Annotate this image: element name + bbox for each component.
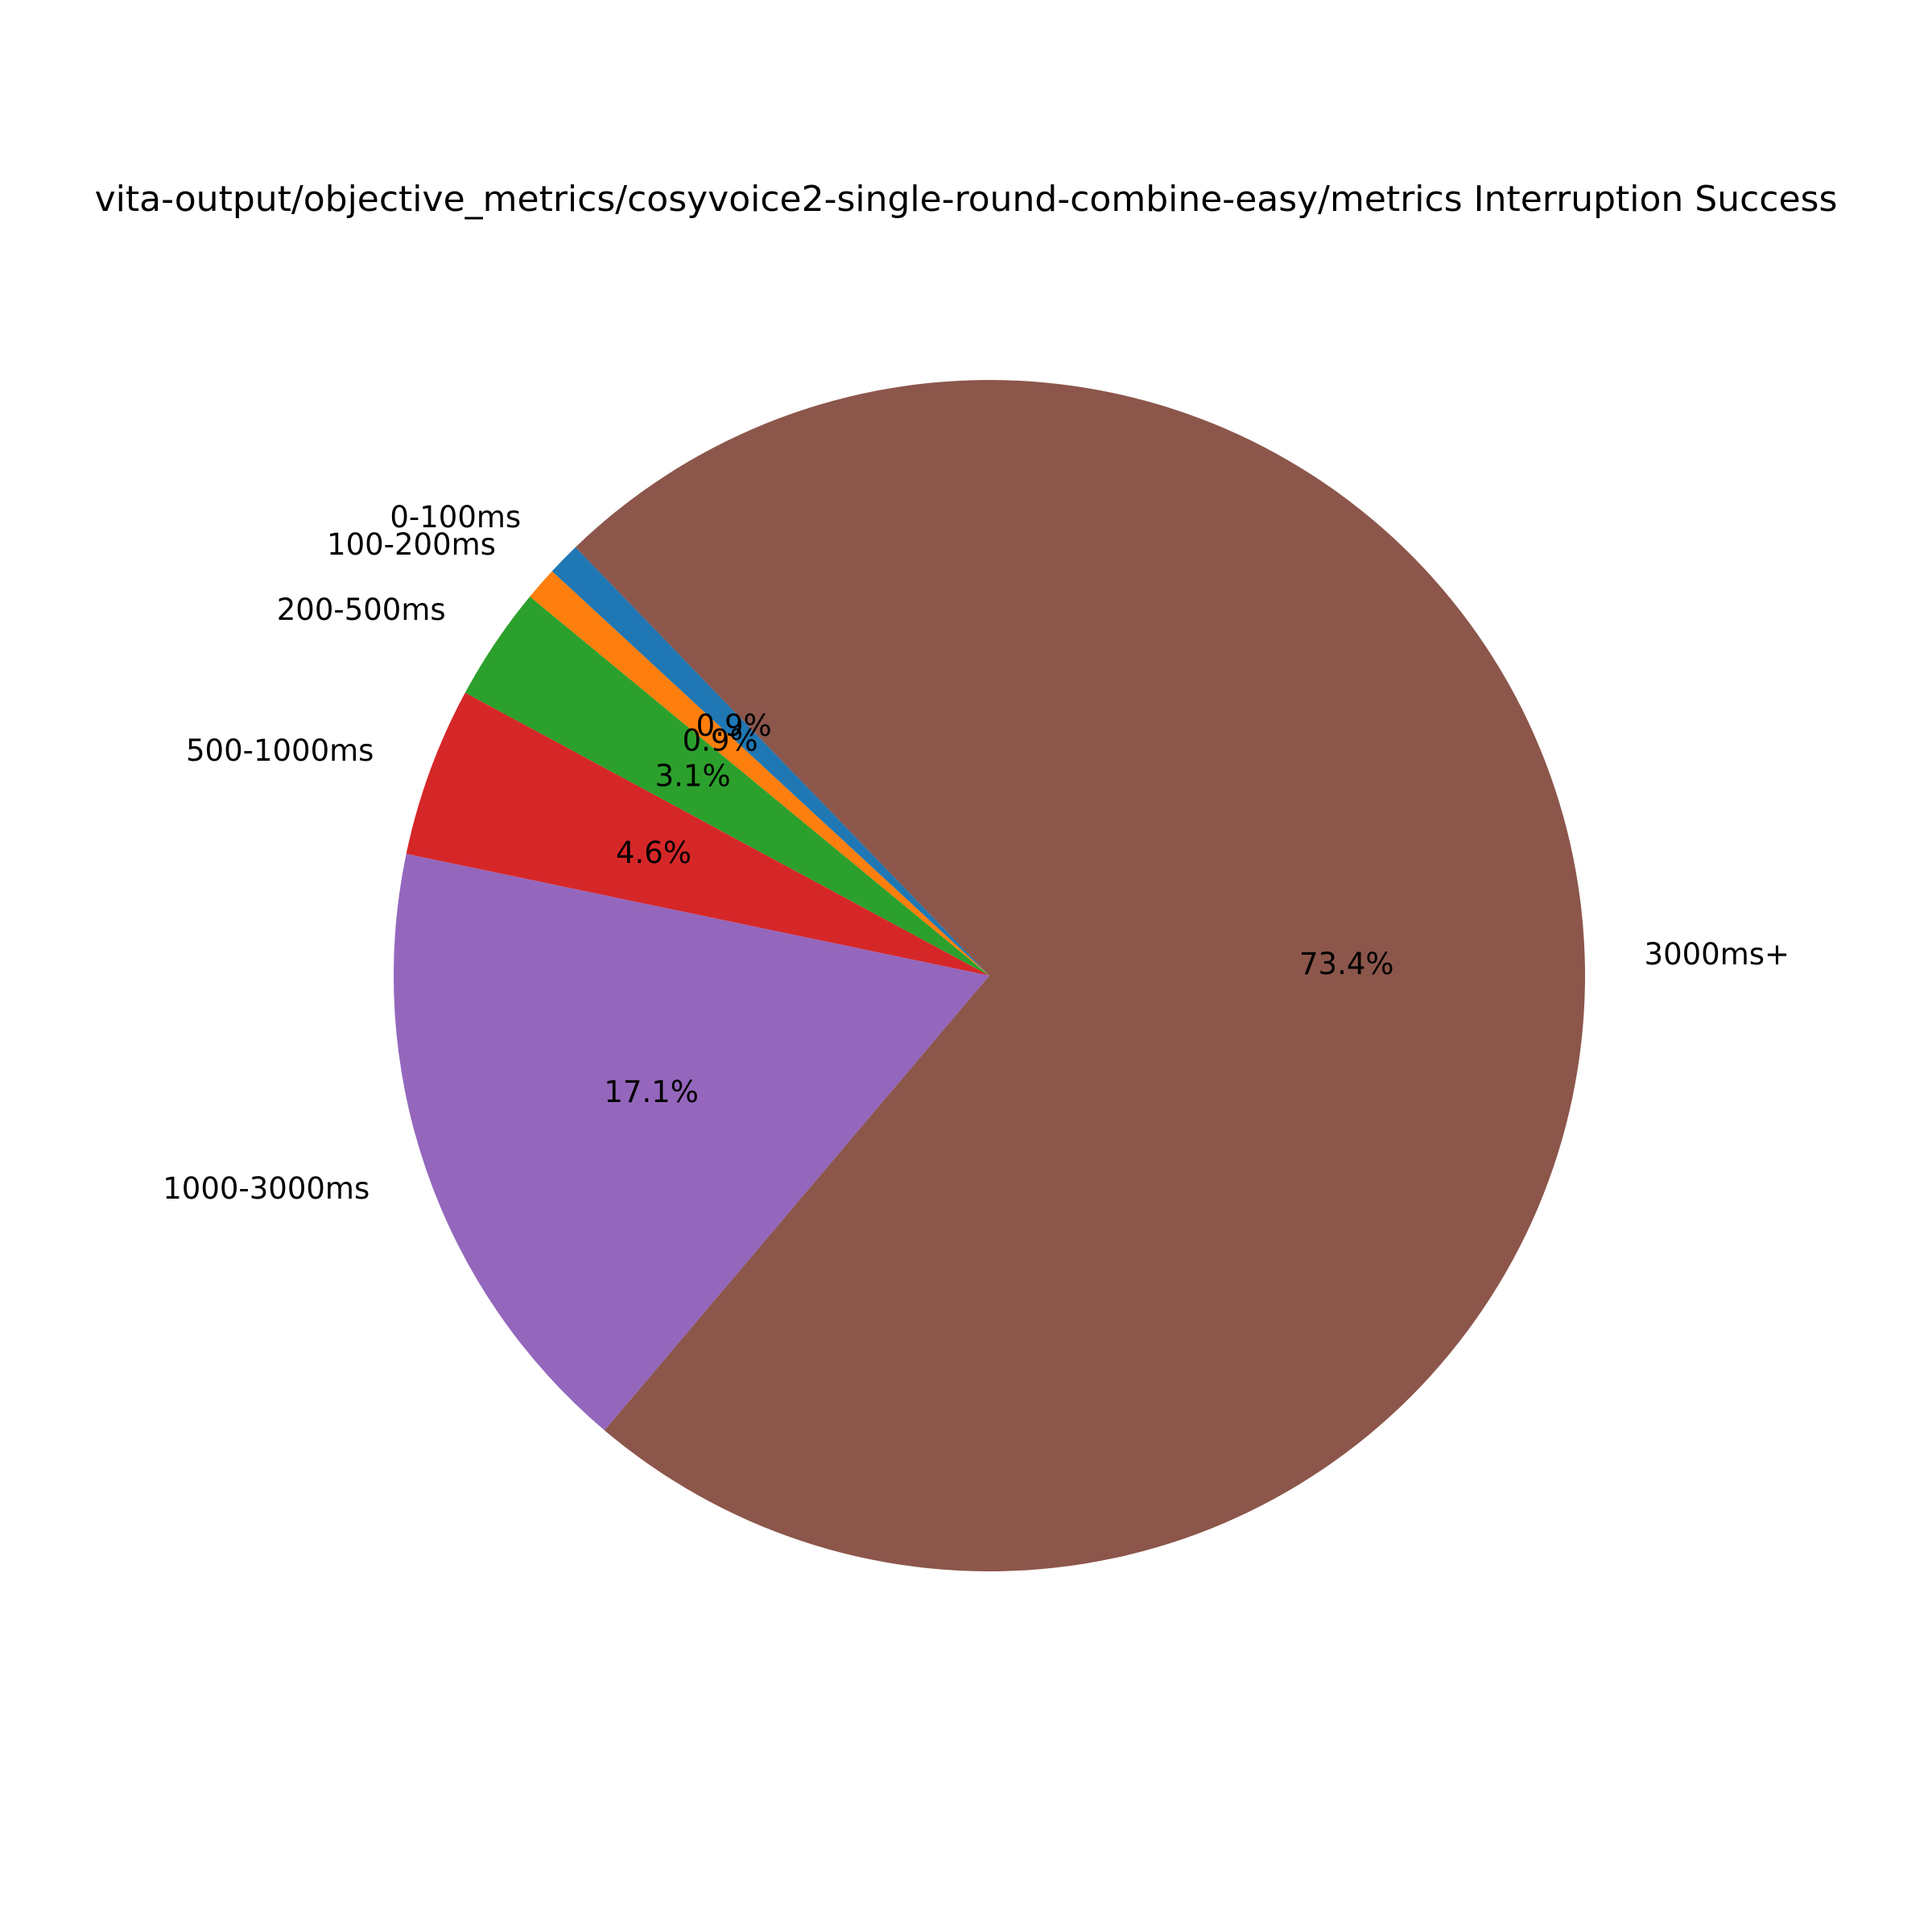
percent-label-0-100ms: 0.9% <box>696 708 772 743</box>
pie-slice-100-200ms <box>530 571 989 976</box>
slice-label-100-200ms: 100-200ms <box>327 527 496 562</box>
pie-slice-1000-3000ms <box>393 853 989 1430</box>
percent-label-500-1000ms: 4.6% <box>616 836 691 870</box>
percent-label-3000ms: 73.4% <box>1299 947 1394 981</box>
chart-title: vita-output/objective_metrics/cosyvoice2… <box>95 179 1838 220</box>
pie-slices <box>393 379 1586 1571</box>
slice-label-3000ms: 3000ms+ <box>1645 937 1790 972</box>
slice-label-0-100ms: 0-100ms <box>390 500 521 535</box>
percent-label-1000-3000ms: 17.1% <box>604 1075 699 1109</box>
slice-label-200-500ms: 200-500ms <box>277 592 446 627</box>
pie-slice-3000ms <box>575 379 1586 1571</box>
slice-label-1000-3000ms: 1000-3000ms <box>163 1171 369 1206</box>
pie-slice-0-100ms <box>551 547 989 976</box>
percent-label-200-500ms: 3.1% <box>655 759 731 794</box>
pie-percent-labels: 0.9%0.9%3.1%4.6%17.1%73.4% <box>604 708 1393 1109</box>
pie-slice-200-500ms <box>464 597 989 976</box>
slice-label-500-1000ms: 500-1000ms <box>186 733 374 768</box>
pie-slice-500-1000ms <box>406 692 989 976</box>
percent-label-100-200ms: 0.9% <box>683 723 758 758</box>
